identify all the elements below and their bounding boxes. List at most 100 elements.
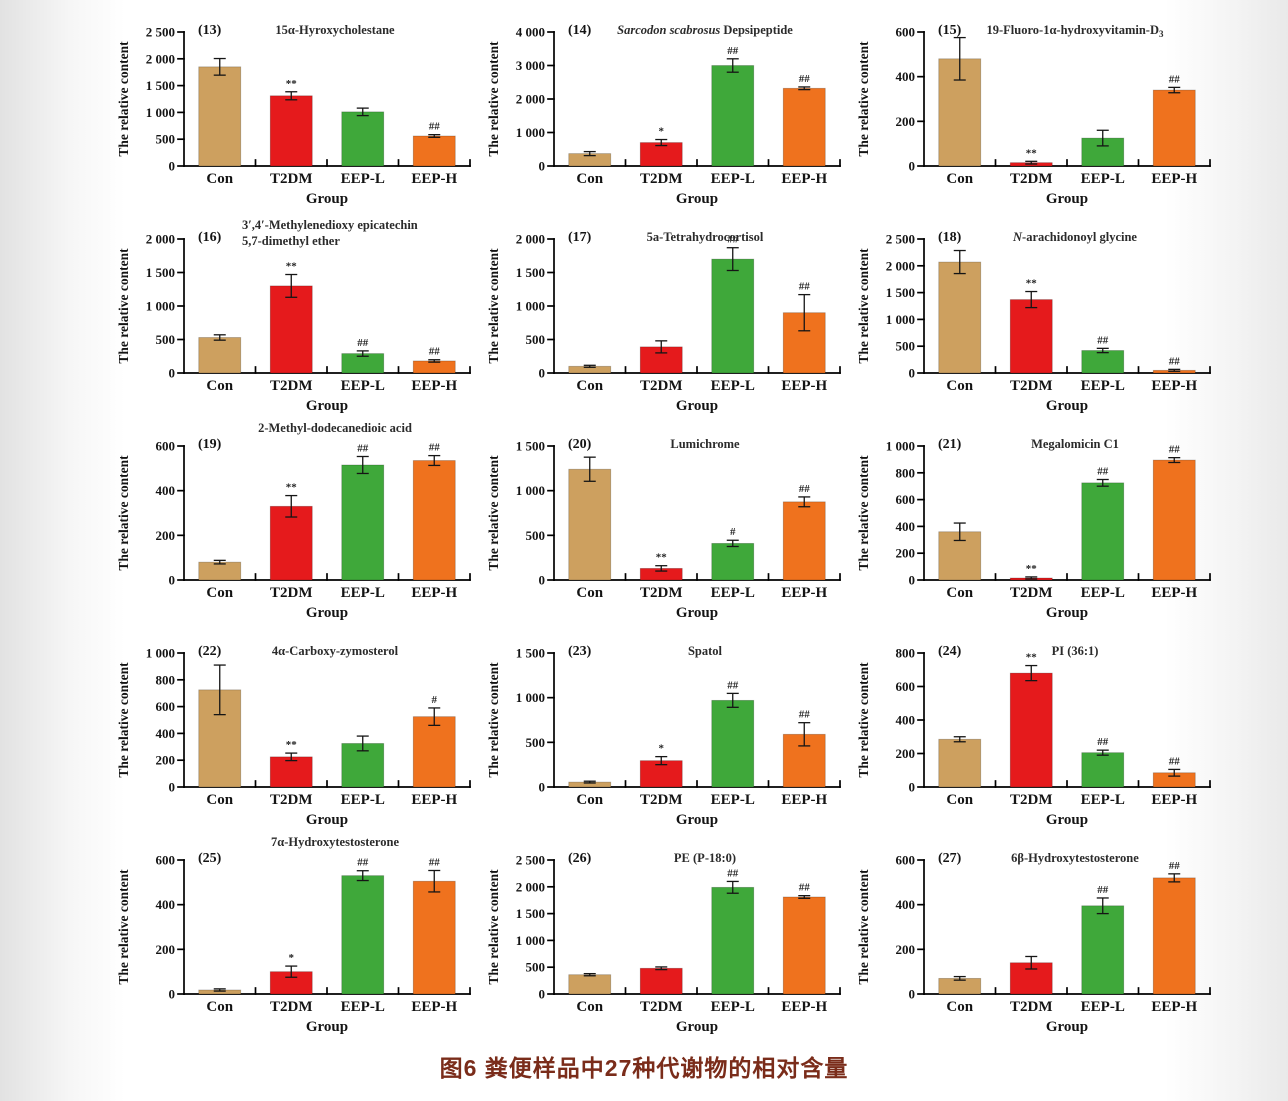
y-tick-label: 200 [156, 528, 176, 543]
y-tick-label: 400 [156, 726, 176, 741]
y-tick-label: 2 000 [886, 258, 915, 273]
y-tick-label: 500 [526, 960, 546, 975]
x-category-label: Con [206, 171, 233, 187]
significance-label: # [432, 694, 438, 706]
y-tick-label: 500 [896, 339, 916, 354]
y-tick-label: 0 [909, 780, 916, 795]
bar-chart: 0 200 400 600 Con * T2DM ## EEP-L ## EEP-H (25) 7α-H… [116, 835, 471, 1035]
y-axis-label: The relative content [856, 455, 871, 571]
x-category-label: EEP-H [1151, 999, 1197, 1015]
y-tick-label: 1 000 [146, 299, 175, 314]
significance-label: ## [727, 679, 739, 691]
y-tick-label: 0 [909, 573, 916, 588]
y-tick-label: 200 [156, 942, 176, 957]
significance-label: ## [1097, 334, 1109, 346]
y-tick-label: 2 000 [516, 92, 545, 107]
bar-eep-l [341, 111, 385, 167]
significance-label: ## [799, 709, 811, 721]
significance-label: ## [727, 867, 739, 879]
bar-chart: 0 500 1 000 1 500 Con ** T2DM # EEP-L ## EEP-H (20)… [486, 437, 841, 621]
x-category-label: EEP-H [781, 999, 827, 1015]
significance-label: ## [799, 73, 811, 85]
bar-eep-h [412, 135, 456, 167]
x-category-label: EEP-H [781, 378, 827, 394]
y-axis-label: The relative content [856, 869, 871, 985]
significance-label: ## [357, 857, 369, 869]
bar-chart: 0 200 400 600 Con ** T2DM ## EEP-L ## EEP-H (19) 2-M… [116, 421, 471, 621]
y-axis-label: The relative content [856, 41, 871, 157]
chart-title: 2-Methyl-dodecanedioic acid [258, 421, 412, 435]
x-category-label: EEP-L [341, 378, 385, 394]
x-category-label: EEP-L [711, 792, 755, 808]
bar-eep-h [782, 87, 826, 167]
significance-label: ## [727, 234, 739, 246]
y-tick-label: 0 [169, 780, 176, 795]
bar-chart: 0 500 1 000 1 500 2 000 2 500 Con ** T2DM EEP-L ##… [116, 23, 471, 207]
x-category-label: Con [206, 378, 233, 394]
x-category-label: Con [946, 585, 973, 601]
chart-panel-15: 0 200 400 600 Con ** T2DM EEP-L ## EEP-H (15) 19-Fl… [852, 6, 1222, 213]
x-category-label: EEP-L [341, 792, 385, 808]
chart-title: 5a-Tetrahydrocortisol [647, 230, 764, 244]
chart-title: N-arachidonoyl glycine [1012, 230, 1137, 244]
y-tick-label: 2 000 [516, 879, 545, 894]
panel-number: (16) [198, 230, 222, 245]
y-tick-label: 600 [896, 853, 916, 868]
x-category-label: Con [946, 999, 973, 1015]
y-tick-label: 1 500 [516, 906, 545, 921]
figure-grid: 0 500 1 000 1 500 2 000 2 500 Con ** T2DM EEP-L ##… [112, 6, 1222, 1035]
x-axis-label: Group [1046, 191, 1088, 207]
chart-title: Spatol [688, 644, 723, 658]
significance-label: ## [429, 856, 441, 868]
panel-number: (27) [938, 851, 962, 866]
y-tick-label: 1 500 [516, 265, 545, 280]
bar-con [568, 468, 612, 581]
chart-panel-19: 0 200 400 600 Con ** T2DM ## EEP-L ## EEP-H (19) 2-M… [112, 420, 482, 627]
x-axis-label: Group [306, 605, 348, 621]
y-tick-label: 2 000 [516, 232, 545, 247]
y-tick-label: 1 500 [886, 285, 915, 300]
y-axis-label: The relative content [116, 41, 131, 157]
x-category-label: EEP-H [1151, 792, 1197, 808]
bar-chart: 0 500 1 000 1 500 2 000 2 500 Con T2DM ## EEP-L ##… [486, 851, 841, 1035]
x-category-label: T2DM [640, 585, 683, 601]
panel-number: (13) [198, 23, 222, 38]
significance-label: ## [1169, 355, 1181, 367]
bar-t2dm [269, 285, 313, 374]
x-category-label: EEP-L [1081, 171, 1125, 187]
x-axis-label: Group [1046, 605, 1088, 621]
bar-chart: 0 500 1 000 1 500 Con * T2DM ## EEP-L ## EEP-H (23)… [486, 644, 841, 828]
y-tick-label: 1 000 [886, 439, 915, 454]
y-tick-label: 2 500 [516, 853, 545, 868]
bar-eep-h [1152, 459, 1196, 581]
bar-eep-h [412, 880, 456, 995]
y-tick-label: 400 [896, 897, 916, 912]
chart-panel-14: 0 1 000 2 000 3 000 4 000 Con * T2DM ## EEP-L ## EE… [482, 6, 852, 213]
y-tick-label: 0 [909, 159, 916, 174]
significance-label: ## [357, 442, 369, 454]
y-tick-label: 2 000 [146, 232, 175, 247]
x-axis-label: Group [1046, 812, 1088, 828]
x-category-label: T2DM [270, 792, 313, 808]
y-tick-label: 200 [156, 753, 176, 768]
chart-panel-24: 0 200 400 600 800 Con ** T2DM ## EEP-L ## EEP-H (24)… [852, 627, 1222, 834]
x-category-label: T2DM [640, 792, 683, 808]
chart-title: PE (P-18:0) [674, 851, 736, 865]
x-category-label: EEP-H [781, 792, 827, 808]
x-category-label: EEP-L [711, 378, 755, 394]
bar-eep-h [412, 460, 456, 581]
x-category-label: EEP-L [341, 171, 385, 187]
x-category-label: T2DM [640, 999, 683, 1015]
y-axis-label: The relative content [116, 248, 131, 364]
x-axis-label: Group [306, 1019, 348, 1035]
bar-eep-l [1081, 905, 1125, 995]
chart-title: 7α-Hydroxytestosterone [271, 835, 399, 849]
chart-title: Lumichrome [670, 437, 740, 451]
x-category-label: EEP-L [711, 171, 755, 187]
chart-title: 4α-Carboxy-zymosterol [272, 644, 399, 658]
y-tick-label: 1 500 [146, 78, 175, 93]
significance-label: ## [1169, 860, 1181, 872]
y-tick-label: 400 [156, 483, 176, 498]
x-category-label: Con [206, 585, 233, 601]
bar-t2dm [639, 967, 683, 995]
